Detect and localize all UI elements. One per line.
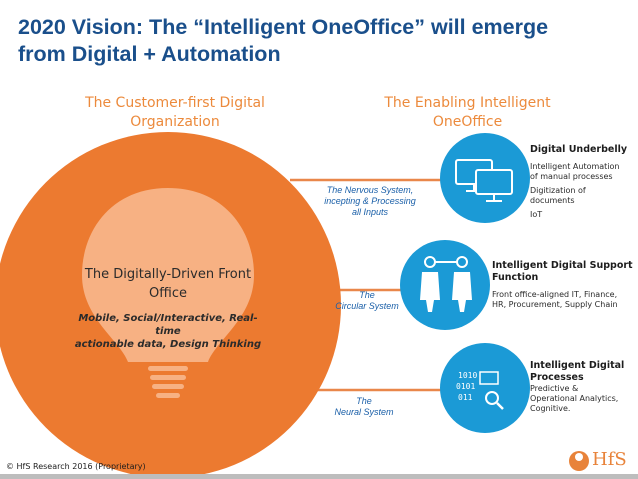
left-heading-line-2: Organization [130, 114, 220, 130]
section-item: Cognitive. [530, 404, 571, 413]
section-title-line-2: Function [492, 272, 539, 283]
hfs-logo-text: HfS [592, 449, 627, 470]
light-bulb-icon [82, 188, 254, 398]
connector-label-line: The [359, 290, 375, 300]
right-heading-line-1: The Enabling Intelligent [384, 95, 551, 111]
section-item: IoT [530, 210, 543, 219]
section-digital-processes: Intelligent Digital Processes Predictive… [530, 360, 634, 414]
section-item: Intelligent Automation [530, 162, 620, 171]
binary-analytics-icon: 1010 0101 011 [456, 371, 504, 410]
svg-text:1010: 1010 [458, 371, 477, 380]
section-support-function: Intelligent Digital Support Function Fro… [492, 260, 634, 310]
connector-label-circular: The Circular System [322, 290, 412, 312]
connector-label-line: The [356, 396, 372, 406]
bulb-title-line-2: Office [149, 286, 187, 301]
right-heading: The Enabling Intelligent OneOffice [350, 94, 585, 132]
section-item: Predictive & [530, 384, 579, 393]
left-heading-line-1: The Customer-first Digital [85, 95, 265, 111]
bulb-title-line-1: The Digitally-Driven Front [84, 267, 252, 282]
monitors-icon [455, 159, 513, 202]
bulb-subtitle: Mobile, Social/Interactive, Real-time ac… [68, 312, 268, 351]
bottom-bar [0, 474, 638, 479]
digital-processes-circle [440, 343, 530, 433]
connector-label-line: all Inputs [351, 207, 389, 217]
left-heading: The Customer-first Digital Organization [60, 94, 290, 132]
copyright-footer: © HfS Research 2016 (Proprietary) [6, 462, 146, 471]
connector-label-line: The Nervous System, [326, 185, 414, 195]
section-item: Front office-aligned IT, Finance, [492, 290, 618, 299]
support-function-circle [400, 240, 490, 330]
right-heading-line-2: OneOffice [432, 114, 503, 130]
section-digital-underbelly: Digital Underbelly Intelligent Automatio… [530, 144, 634, 220]
title-line-2: from Digital + Automation [18, 42, 281, 66]
hfs-logo-icon [569, 451, 589, 471]
connector-label-line: Circular System [335, 301, 399, 311]
page-title: 2020 Vision: The “Intelligent OneOffice”… [18, 14, 628, 68]
svg-text:0101: 0101 [456, 382, 475, 391]
svg-text:011: 011 [458, 393, 473, 402]
section-item: documents [530, 196, 575, 205]
section-title: Digital Underbelly [530, 144, 628, 155]
section-item: Digitization of [530, 186, 586, 195]
section-item: Operational Analytics, [530, 394, 619, 403]
bulb-subtitle-line-1: Mobile, Social/Interactive, Real-time [78, 313, 258, 337]
section-title-line-1: Intelligent Digital Support [492, 260, 633, 271]
section-title-line-2: Processes [530, 372, 584, 383]
section-title-line-1: Intelligent Digital [530, 360, 625, 371]
bulb-subtitle-line-2: actionable data, Design Thinking [74, 339, 262, 350]
section-item: HR, Procurement, Supply Chain [492, 300, 618, 309]
connector-label-line: Neural System [334, 407, 394, 417]
connector-label-line: incepting & Processing [324, 196, 416, 206]
title-line-1: 2020 Vision: The “Intelligent OneOffice”… [18, 15, 549, 39]
bulb-title: The Digitally-Driven Front Office [78, 265, 258, 303]
connector-label-nervous: The Nervous System, incepting & Processi… [306, 185, 434, 218]
connector-label-neural: The Neural System [316, 396, 412, 418]
people-connected-icon [420, 256, 472, 312]
section-item: of manual processes [530, 172, 613, 181]
